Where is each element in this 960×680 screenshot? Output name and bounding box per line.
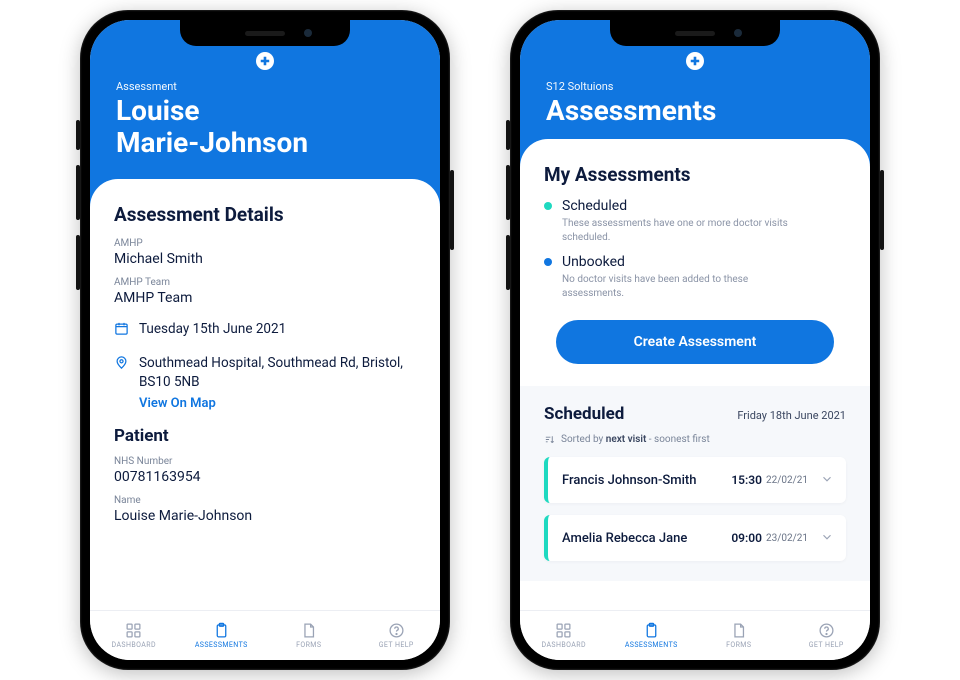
chevron-down-icon bbox=[820, 529, 834, 548]
file-icon bbox=[300, 622, 317, 639]
help-icon bbox=[818, 622, 835, 639]
clipboard-icon bbox=[213, 622, 230, 639]
sort-indicator[interactable]: Sorted by next visit - soonest first bbox=[544, 434, 846, 445]
scheduled-heading: Scheduled bbox=[544, 404, 624, 424]
chevron-down-icon bbox=[820, 471, 834, 490]
tab-bar: DASHBOARD ASSESSMENTS FORMS GET HELP bbox=[520, 610, 870, 660]
clipboard-icon bbox=[643, 622, 660, 639]
sort-icon bbox=[544, 434, 555, 445]
tab-assessments[interactable]: ASSESSMENTS bbox=[608, 611, 696, 660]
tab-gethelp[interactable]: GET HELP bbox=[783, 611, 871, 660]
legend-scheduled: Scheduled These assessments have one or … bbox=[544, 198, 846, 244]
grid-icon bbox=[125, 622, 142, 639]
dot-icon bbox=[544, 258, 552, 266]
appointment-time: 09:00 bbox=[731, 531, 762, 545]
app-logo-icon: ✚ bbox=[686, 52, 704, 70]
page-title: Louise Marie-Johnson bbox=[116, 95, 414, 159]
appointment-date: 22/02/21 bbox=[766, 475, 808, 486]
appointment-name: Francis Johnson-Smith bbox=[548, 473, 731, 488]
amhp-value: Michael Smith bbox=[114, 251, 416, 267]
section-heading: Assessment Details bbox=[114, 203, 416, 226]
phone-notch bbox=[180, 20, 350, 46]
map-pin-icon bbox=[114, 355, 129, 374]
view-on-map-link[interactable]: View On Map bbox=[139, 395, 216, 413]
name-label: Name bbox=[114, 495, 416, 506]
phone-frame-right: ✚ S12 Soltuions Assessments My Assessmen… bbox=[510, 10, 880, 670]
team-label: AMHP Team bbox=[114, 277, 416, 288]
patient-heading: Patient bbox=[114, 426, 416, 446]
scheduled-date: Friday 18th June 2021 bbox=[737, 409, 846, 422]
file-icon bbox=[730, 622, 747, 639]
date-value: Tuesday 15th June 2021 bbox=[139, 320, 286, 338]
tab-bar: DASHBOARD ASSESSMENTS FORMS GET HELP bbox=[90, 610, 440, 660]
create-assessment-button[interactable]: Create Assessment bbox=[556, 320, 834, 364]
appointment-date: 23/02/21 bbox=[766, 533, 808, 544]
team-value: AMHP Team bbox=[114, 290, 416, 306]
tab-forms[interactable]: FORMS bbox=[265, 611, 353, 660]
appointment-name: Amelia Rebecca Jane bbox=[548, 531, 731, 546]
name-value: Louise Marie-Johnson bbox=[114, 508, 416, 524]
tab-dashboard[interactable]: DASHBOARD bbox=[90, 611, 178, 660]
nhs-label: NHS Number bbox=[114, 456, 416, 467]
header-eyebrow: S12 Soltuions bbox=[546, 80, 844, 93]
phone-frame-left: ✚ Assessment Louise Marie-Johnson Assess… bbox=[80, 10, 450, 670]
tab-dashboard[interactable]: DASHBOARD bbox=[520, 611, 608, 660]
help-icon bbox=[388, 622, 405, 639]
phone-notch bbox=[610, 20, 780, 46]
nhs-value: 00781163954 bbox=[114, 469, 416, 485]
location-value: Southmead Hospital, Southmead Rd, Bristo… bbox=[139, 355, 403, 389]
calendar-icon bbox=[114, 321, 129, 340]
grid-icon bbox=[555, 622, 572, 639]
legend: Scheduled These assessments have one or … bbox=[544, 198, 846, 300]
assessments-card: My Assessments Scheduled These assessmen… bbox=[520, 139, 870, 589]
dot-icon bbox=[544, 202, 552, 210]
section-heading: My Assessments bbox=[544, 163, 846, 186]
header-eyebrow: Assessment bbox=[116, 80, 414, 93]
appointment-time: 15:30 bbox=[731, 473, 762, 487]
amhp-label: AMHP bbox=[114, 238, 416, 249]
app-logo-icon: ✚ bbox=[256, 52, 274, 70]
appointment-row[interactable]: Amelia Rebecca Jane 09:00 23/02/21 bbox=[544, 515, 846, 561]
page-title: Assessments bbox=[546, 95, 844, 127]
scheduled-section: Scheduled Friday 18th June 2021 Sorted b… bbox=[520, 386, 870, 581]
date-row: Tuesday 15th June 2021 bbox=[114, 320, 416, 340]
legend-unbooked: Unbooked No doctor visits have been adde… bbox=[544, 254, 846, 300]
tab-assessments[interactable]: ASSESSMENTS bbox=[178, 611, 266, 660]
tab-gethelp[interactable]: GET HELP bbox=[353, 611, 441, 660]
location-row: Southmead Hospital, Southmead Rd, Bristo… bbox=[114, 354, 416, 412]
details-card: Assessment Details AMHP Michael Smith AM… bbox=[90, 179, 440, 532]
appointment-row[interactable]: Francis Johnson-Smith 15:30 22/02/21 bbox=[544, 457, 846, 503]
tab-forms[interactable]: FORMS bbox=[695, 611, 783, 660]
